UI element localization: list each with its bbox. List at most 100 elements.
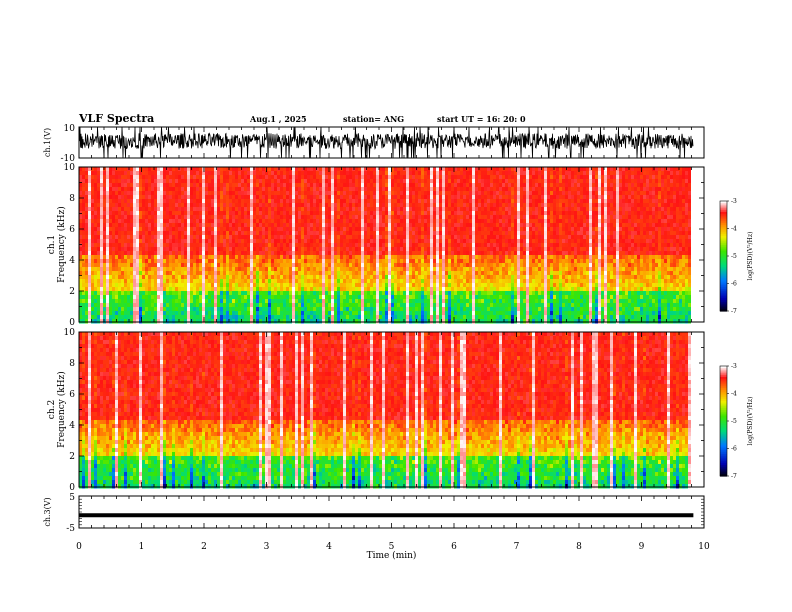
spectrogram-cell xyxy=(82,251,85,256)
spectrogram-cell xyxy=(247,251,250,256)
spectrogram-cell xyxy=(184,295,187,300)
spectrogram-cell xyxy=(172,235,175,240)
spectrogram-cell xyxy=(205,271,208,276)
spectrogram-cell xyxy=(136,199,139,204)
spectrogram-cell xyxy=(202,255,205,260)
spectrogram-cell xyxy=(196,247,199,252)
spectrogram-cell xyxy=(211,291,214,296)
spectrogram-cell xyxy=(457,263,460,268)
spectrogram-cell xyxy=(448,291,451,296)
spectrogram-cell xyxy=(91,211,94,216)
spectrogram-cell xyxy=(94,311,97,316)
spectrogram-cell xyxy=(100,315,103,320)
spectrogram-cell xyxy=(127,203,130,208)
spectrogram-cell xyxy=(178,219,181,224)
spectrogram-cell xyxy=(313,283,316,288)
spectrogram-cell xyxy=(79,311,82,316)
spectrogram-cell xyxy=(322,211,325,216)
spectrogram-cell xyxy=(415,263,418,268)
spectrogram-cell xyxy=(184,311,187,316)
spectrogram-cell xyxy=(91,303,94,308)
spectrogram-cell xyxy=(352,167,355,172)
spectrogram-cell xyxy=(424,183,427,188)
spectrogram-cell xyxy=(379,227,382,232)
spectrogram-cell xyxy=(130,243,133,248)
spectrogram-cell xyxy=(160,231,163,236)
spectrogram-cell xyxy=(163,243,166,248)
spectrogram-cell xyxy=(184,227,187,232)
spectrogram-cell xyxy=(103,247,106,252)
spectrogram-cell xyxy=(430,211,433,216)
spectrogram-cell xyxy=(388,299,391,304)
spectrogram-cell xyxy=(328,267,331,272)
spectrogram-cell xyxy=(211,195,214,200)
spectrogram-cell xyxy=(457,247,460,252)
spectrogram-cell xyxy=(262,167,265,172)
spectrogram-cell xyxy=(226,191,229,196)
spectrogram-cell xyxy=(277,299,280,304)
spectrogram-cell xyxy=(91,235,94,240)
spectrogram-cell xyxy=(403,187,406,192)
spectrogram-cell xyxy=(385,183,388,188)
spectrogram-cell xyxy=(307,279,310,284)
spectrogram-cell xyxy=(157,211,160,216)
spectrogram-cell xyxy=(100,183,103,188)
spectrogram-cell xyxy=(403,247,406,252)
spectrogram-cell xyxy=(226,263,229,268)
spectrogram-cell xyxy=(307,187,310,192)
spectrogram-cell xyxy=(433,307,436,312)
spectrogram-cell xyxy=(406,167,409,172)
spectrogram-cell xyxy=(361,187,364,192)
spectrogram-cell xyxy=(379,175,382,180)
spectrogram-cell xyxy=(448,179,451,184)
spectrogram-cell xyxy=(100,263,103,268)
spectrogram-cell xyxy=(238,263,241,268)
spectrogram-cell xyxy=(454,299,457,304)
spectrogram-cell xyxy=(325,167,328,172)
spectrogram-cell xyxy=(394,211,397,216)
spectrogram-cell xyxy=(367,175,370,180)
spectrogram-cell xyxy=(319,255,322,260)
spectrogram-cell xyxy=(400,183,403,188)
spectrogram-cell xyxy=(301,239,304,244)
spectrogram-cell xyxy=(430,195,433,200)
spectrogram-cell xyxy=(181,215,184,220)
spectrogram-cell xyxy=(454,291,457,296)
spectrogram-cell xyxy=(205,263,208,268)
spectrogram-cell xyxy=(286,255,289,260)
spectrogram-cell xyxy=(268,295,271,300)
spectrogram-cell xyxy=(166,211,169,216)
spectrogram-cell xyxy=(82,179,85,184)
spectrogram-cell xyxy=(232,195,235,200)
spectrogram-cell xyxy=(382,243,385,248)
spectrogram-cell xyxy=(106,279,109,284)
spectrogram-cell xyxy=(214,211,217,216)
spectrogram-cell xyxy=(460,219,463,224)
spectrogram-cell xyxy=(202,275,205,280)
spectrogram-cell xyxy=(298,239,301,244)
spectrogram-cell xyxy=(334,183,337,188)
spectrogram-cell xyxy=(355,191,358,196)
spectrogram-cell xyxy=(160,251,163,256)
spectrogram-cell xyxy=(124,291,127,296)
spectrogram-cell xyxy=(457,191,460,196)
spectrogram-cell xyxy=(205,167,208,172)
spectrogram-cell xyxy=(205,255,208,260)
spectrogram-cell xyxy=(313,319,316,324)
spectrogram-cell xyxy=(331,203,334,208)
spectrogram-cell xyxy=(265,231,268,236)
spectrogram-cell xyxy=(370,255,373,260)
spectrogram-cell xyxy=(112,211,115,216)
spectrogram-cell xyxy=(79,191,82,196)
spectrogram-cell xyxy=(97,227,100,232)
spectrogram-cell xyxy=(112,203,115,208)
spectrogram-cell xyxy=(244,247,247,252)
spectrogram-cell xyxy=(448,279,451,284)
spectrogram-cell xyxy=(439,319,442,324)
spectrogram-cell xyxy=(181,243,184,248)
spectrogram-cell xyxy=(259,307,262,312)
spectrogram-cell xyxy=(310,283,313,288)
spectrogram-cell xyxy=(346,235,349,240)
spectrogram-cell xyxy=(424,175,427,180)
spectrogram-cell xyxy=(394,191,397,196)
